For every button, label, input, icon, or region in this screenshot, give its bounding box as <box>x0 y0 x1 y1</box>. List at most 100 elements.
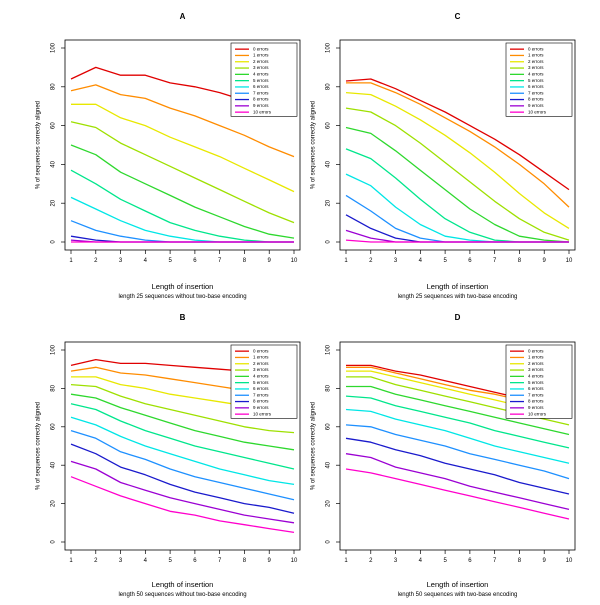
panel-subtitle: length 50 sequences with two-base encodi… <box>398 592 518 598</box>
legend-entry: 8 errors <box>528 97 544 102</box>
y-tick-label: 40 <box>51 160 57 167</box>
x-tick-label: 8 <box>518 258 522 264</box>
panel-title: A <box>180 12 186 21</box>
series-line-5 <box>70 403 295 470</box>
x-tick-label: 6 <box>193 558 197 564</box>
series-line-5 <box>345 395 570 449</box>
legend-entry: 3 errors <box>253 65 269 70</box>
legend-entry: 4 errors <box>253 72 269 77</box>
legend-entry: 6 errors <box>253 386 269 391</box>
legend-entry: 6 errors <box>528 386 544 391</box>
series-line-7 <box>70 429 295 501</box>
legend-entry: 0 errors <box>253 348 269 353</box>
y-tick-label: 0 <box>326 240 332 244</box>
panel-subtitle: length 25 sequences without two-base enc… <box>118 294 246 300</box>
x-tick-label: 4 <box>419 258 423 264</box>
y-tick-label: 100 <box>326 42 332 53</box>
series-line-4 <box>345 126 570 243</box>
panel-subtitle: length 25 sequences with two-base encodi… <box>398 294 518 300</box>
y-tick-label: 60 <box>326 122 332 129</box>
y-tick-label: 60 <box>51 122 57 129</box>
x-tick-label: 1 <box>69 558 73 564</box>
legend-entry: 8 errors <box>528 399 544 404</box>
series-line-2 <box>345 91 570 229</box>
y-axis-title: % of sequences correctly aligned <box>36 101 42 189</box>
y-tick-label: 80 <box>326 384 332 391</box>
x-tick-label: 10 <box>291 258 298 264</box>
series-line-10 <box>70 476 295 534</box>
y-tick-label: 0 <box>51 540 57 544</box>
legend-entry: 2 errors <box>528 361 544 366</box>
x-tick-label: 2 <box>369 258 373 264</box>
legend-entry: 7 errors <box>253 392 269 397</box>
legend-entry: 7 errors <box>528 392 544 397</box>
legend-entry: 0 errors <box>253 46 269 51</box>
y-tick-label: 60 <box>51 423 57 430</box>
legend-entry: 10 errors <box>253 109 272 114</box>
legend-entry: 7 errors <box>253 90 269 95</box>
panel-subtitle: length 50 sequences without two-base enc… <box>118 592 246 598</box>
x-tick-label: 5 <box>443 258 447 264</box>
x-tick-label: 7 <box>493 258 497 264</box>
legend-entry: 5 errors <box>253 380 269 385</box>
x-tick-label: 9 <box>268 558 272 564</box>
legend-entry: 0 errors <box>528 46 544 51</box>
legend-entry: 10 errors <box>253 411 272 416</box>
legend-entry: 1 errors <box>253 53 269 58</box>
series-line-9 <box>70 460 295 524</box>
x-tick-label: 8 <box>243 258 247 264</box>
series-line-1 <box>346 82 570 208</box>
x-tick-label: 1 <box>344 558 348 564</box>
legend-entry: 10 errors <box>528 411 547 416</box>
y-tick-label: 80 <box>51 83 57 90</box>
y-tick-label: 40 <box>51 461 57 468</box>
x-tick-label: 5 <box>168 258 172 264</box>
x-tick-label: 5 <box>443 558 447 564</box>
series-line-9 <box>345 453 570 511</box>
series-line-3 <box>70 121 295 224</box>
x-axis-title: Length of insertion <box>427 282 489 291</box>
series-line-5 <box>70 169 294 243</box>
y-tick-label: 100 <box>51 344 57 355</box>
series-line-7 <box>345 424 570 480</box>
legend-entry: 9 errors <box>253 103 269 108</box>
x-tick-label: 10 <box>291 558 298 564</box>
legend-entry: 2 errors <box>253 361 269 366</box>
legend-entry: 7 errors <box>528 90 544 95</box>
legend-entry: 1 errors <box>253 355 269 360</box>
series-line-6 <box>70 196 294 243</box>
y-axis-title: % of sequences correctly aligned <box>311 402 317 490</box>
x-tick-label: 4 <box>419 558 423 564</box>
legend-entry: 2 errors <box>528 59 544 64</box>
x-tick-label: 2 <box>369 558 373 564</box>
legend-entry: 10 errors <box>528 109 547 114</box>
legend-entry: 3 errors <box>253 367 269 372</box>
plot-frame <box>64 39 301 251</box>
series-line-8 <box>70 443 295 514</box>
legend-entry: 8 errors <box>253 399 269 404</box>
series-line-6 <box>345 408 570 464</box>
legend-entry: 5 errors <box>528 78 544 83</box>
y-tick-label: 80 <box>326 83 332 90</box>
legend-entry: 3 errors <box>528 65 544 70</box>
panel-title: C <box>455 12 461 21</box>
legend-entry: 6 errors <box>253 84 269 89</box>
x-tick-label: 9 <box>268 258 272 264</box>
x-tick-label: 7 <box>493 558 497 564</box>
x-axis-title: Length of insertion <box>152 282 214 291</box>
y-tick-label: 40 <box>326 160 332 167</box>
legend-entry: 2 errors <box>253 59 269 64</box>
plot-frame <box>339 341 576 551</box>
x-tick-label: 6 <box>468 258 472 264</box>
y-tick-label: 20 <box>51 199 57 206</box>
y-tick-label: 20 <box>326 500 332 507</box>
x-tick-label: 7 <box>218 258 222 264</box>
y-tick-label: 0 <box>326 540 332 544</box>
x-tick-label: 5 <box>168 558 172 564</box>
x-tick-label: 3 <box>119 558 123 564</box>
y-tick-label: 100 <box>51 42 57 53</box>
